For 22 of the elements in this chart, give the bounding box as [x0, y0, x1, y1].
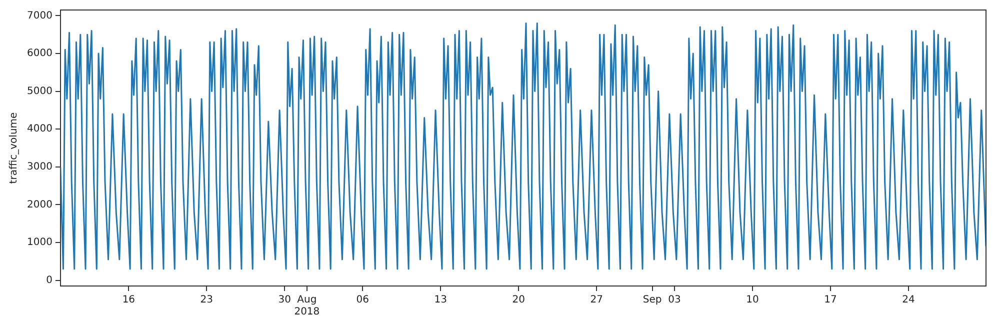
- y-tick-label: 6000: [26, 48, 52, 60]
- y-tick-label: 3000: [26, 162, 52, 172]
- x-tick-label: 30: [278, 294, 292, 306]
- x-tick-label: 13: [434, 294, 447, 306]
- x-tick-label: 23: [200, 294, 214, 306]
- y-tick-label: 4000: [26, 124, 52, 135]
- x-tick-label: 20: [512, 294, 525, 306]
- x-tick-label: Sep: [642, 294, 662, 306]
- x-tick-label: 27: [590, 294, 603, 306]
- y-tick-label: 7000: [26, 10, 52, 22]
- x-tick-label: 03: [668, 294, 681, 306]
- x-tick-label: 06: [356, 294, 369, 306]
- x-tick-label: Aug 2018: [294, 294, 320, 318]
- x-tick-label: 17: [824, 294, 837, 306]
- y-axis-title: traffic_volume: [8, 112, 20, 184]
- y-tick-label: 0: [46, 274, 52, 286]
- y-tick-label: 1000: [26, 237, 52, 248]
- y-tick-label: 2000: [26, 199, 52, 210]
- x-tick-label: 24: [902, 294, 915, 306]
- x-tick-label: 16: [122, 294, 136, 306]
- x-tick-label: 10: [746, 294, 759, 306]
- y-tick-label: 5000: [26, 86, 52, 97]
